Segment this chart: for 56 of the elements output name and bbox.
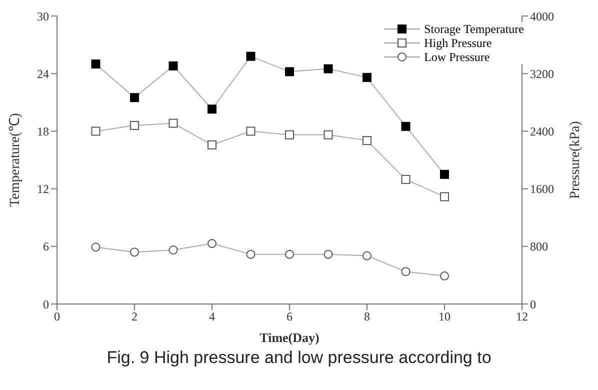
point <box>208 104 216 114</box>
point <box>285 250 294 259</box>
y2-tick-label: 2400 <box>530 124 554 138</box>
legend-label: High Pressure <box>424 36 492 50</box>
point <box>130 120 139 130</box>
legend-label: Storage Temperature <box>424 22 524 36</box>
x-tick-label: 6 <box>286 310 292 324</box>
point <box>324 64 333 74</box>
point <box>401 174 410 184</box>
point <box>168 61 178 70</box>
y-axis-title: Temperature(℃) <box>8 112 23 207</box>
y2-tick-label: 3200 <box>530 66 554 81</box>
point <box>91 60 100 68</box>
point <box>246 126 256 136</box>
point <box>324 250 333 259</box>
point <box>168 246 178 254</box>
point <box>91 242 100 252</box>
y-tick-label: 18 <box>37 124 49 138</box>
y2-axis-title: Pressure(kPa) <box>568 120 583 199</box>
x-tick-label: 8 <box>364 310 370 324</box>
point <box>362 72 372 82</box>
x-tick-label: 0 <box>54 310 60 324</box>
x-tick-label: 4 <box>209 310 215 324</box>
point <box>401 267 410 276</box>
point <box>440 271 449 280</box>
caption: Fig. 9 High pressure and low pressure according to <box>106 348 492 368</box>
point <box>362 251 372 260</box>
point <box>440 170 449 179</box>
x-tick-label: 12 <box>516 310 528 324</box>
y-tick-label: 24 <box>37 66 49 81</box>
point <box>208 239 216 248</box>
x-tick-label: 2 <box>132 310 138 324</box>
point <box>246 250 256 259</box>
point <box>401 122 410 131</box>
y-tick-label: 0 <box>43 297 49 312</box>
point <box>130 248 139 257</box>
y2-tick-label: 4000 <box>530 9 554 24</box>
point <box>130 93 139 102</box>
x-axis-title: Time(Day) <box>260 330 320 345</box>
legend-label: Low Pressure <box>424 50 490 64</box>
point <box>285 130 294 140</box>
point <box>208 140 216 150</box>
point <box>285 67 294 76</box>
y-tick-label: 12 <box>37 182 49 196</box>
x-tick-label: 10 <box>438 310 450 324</box>
point <box>91 126 100 136</box>
y2-tick-label: 1600 <box>530 182 554 196</box>
point <box>440 192 449 202</box>
point <box>246 52 256 61</box>
y2-tick-label: 0 <box>530 297 536 312</box>
point <box>362 136 372 146</box>
point <box>324 130 333 140</box>
y-tick-label: 6 <box>43 240 49 254</box>
y-tick-label: 30 <box>37 9 49 24</box>
point <box>168 118 178 128</box>
y2-tick-label: 800 <box>530 240 548 254</box>
